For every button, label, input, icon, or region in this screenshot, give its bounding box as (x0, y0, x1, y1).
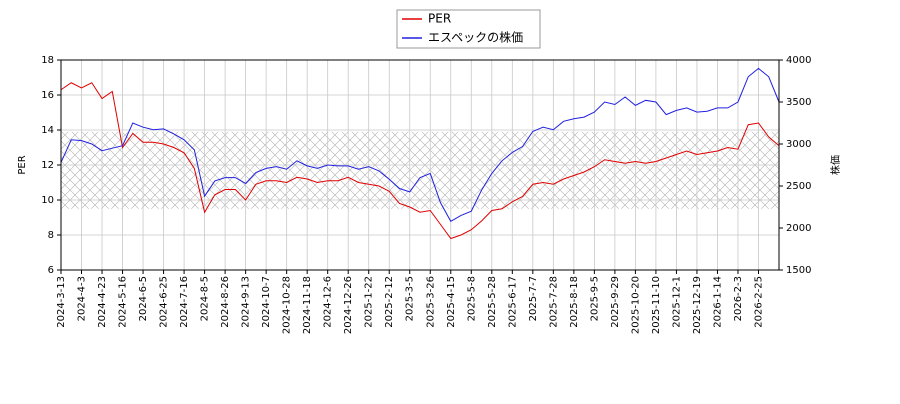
x-tick-label: 2024-5-16 (118, 276, 129, 328)
x-tick-label: 2025-4-15 (446, 276, 457, 328)
x-tick-label: 2026-2-3 (733, 276, 744, 321)
x-tick-label: 2025-5-8 (466, 276, 477, 321)
x-tick-label: 2024-9-13 (241, 276, 252, 328)
y2-axis-label: 株価 (829, 155, 842, 175)
y-tick-label: 12 (41, 160, 54, 171)
y-tick-label: 18 (41, 55, 54, 66)
x-tick-label: 2024-6-5 (138, 276, 149, 321)
x-tick-label: 2026-2-25 (753, 276, 764, 328)
x-tick-label: 2026-1-14 (712, 276, 723, 328)
x-tick-label: 2024-3-13 (56, 276, 67, 328)
x-tick-label: 2025-3-5 (405, 276, 416, 321)
x-tick-label: 2024-12-26 (343, 276, 354, 334)
legend-label: エスペックの株価 (428, 30, 523, 45)
shaded-band (61, 131, 779, 209)
y2-tick-label: 4000 (786, 55, 811, 66)
y-tick-label: 16 (41, 90, 54, 101)
x-tick-label: 2024-6-25 (159, 276, 170, 328)
legend: PER エスペックの株価 (396, 9, 541, 49)
x-tick-label: 2025-6-17 (507, 276, 518, 328)
x-tick-label: 2024-4-3 (77, 276, 88, 321)
x-tick-label: 2024-7-16 (179, 276, 190, 328)
x-tick-label: 2025-7-7 (528, 276, 539, 321)
plot-frame (60, 59, 780, 271)
legend-box (396, 9, 541, 49)
x-tick-label: 2024-11-18 (302, 276, 313, 334)
x-tick-label: 2025-8-18 (569, 276, 580, 328)
x-tick-label: 2025-1-22 (364, 276, 375, 328)
x-tick-label: 2025-9-5 (589, 276, 600, 321)
x-tick-label: 2025-5-28 (487, 276, 498, 328)
x-tick-label: 2025-3-26 (425, 276, 436, 328)
y2-tick-label: 2000 (786, 223, 811, 234)
x-tick-label: 2024-8-26 (220, 276, 231, 328)
y-tick-label: 14 (41, 125, 54, 136)
series-line (60, 67, 780, 222)
y-axis-label: PER (17, 155, 28, 174)
x-tick-label: 2025-12-1 (671, 276, 682, 328)
y-tick-label: 8 (48, 230, 54, 241)
x-tick-label: 2024-4-23 (97, 276, 108, 328)
y-tick-label: 6 (48, 265, 54, 276)
series-line (60, 82, 780, 240)
x-tick-label: 2025-2-12 (384, 276, 395, 328)
x-tick-label: 2024-10-28 (282, 276, 293, 334)
plot (60, 67, 780, 240)
y2-tick-label: 1500 (786, 265, 811, 276)
y-tick-label: 10 (41, 195, 54, 206)
x-tick-label: 2025-9-29 (610, 276, 621, 328)
x-tick-label: 2025-7-28 (548, 276, 559, 328)
y2-tick-label: 2500 (786, 181, 811, 192)
legend-label: PER (428, 12, 451, 26)
grid: 6 8 10 12 14 16 18 1500 2000 2500 3000 3500 4000 2024… (41, 55, 811, 334)
y2-tick-label: 3000 (786, 139, 811, 150)
x-tick-label: 2025-11-10 (651, 276, 662, 334)
x-tick-label: 2025-10-20 (630, 276, 641, 334)
x-tick-label: 2024-12-6 (323, 276, 334, 328)
x-tick-label: 2025-12-19 (692, 276, 703, 334)
x-tick-label: 2024-10-7 (261, 276, 272, 328)
x-tick-label: 2024-8-5 (200, 276, 211, 321)
y2-tick-label: 3500 (786, 97, 811, 108)
